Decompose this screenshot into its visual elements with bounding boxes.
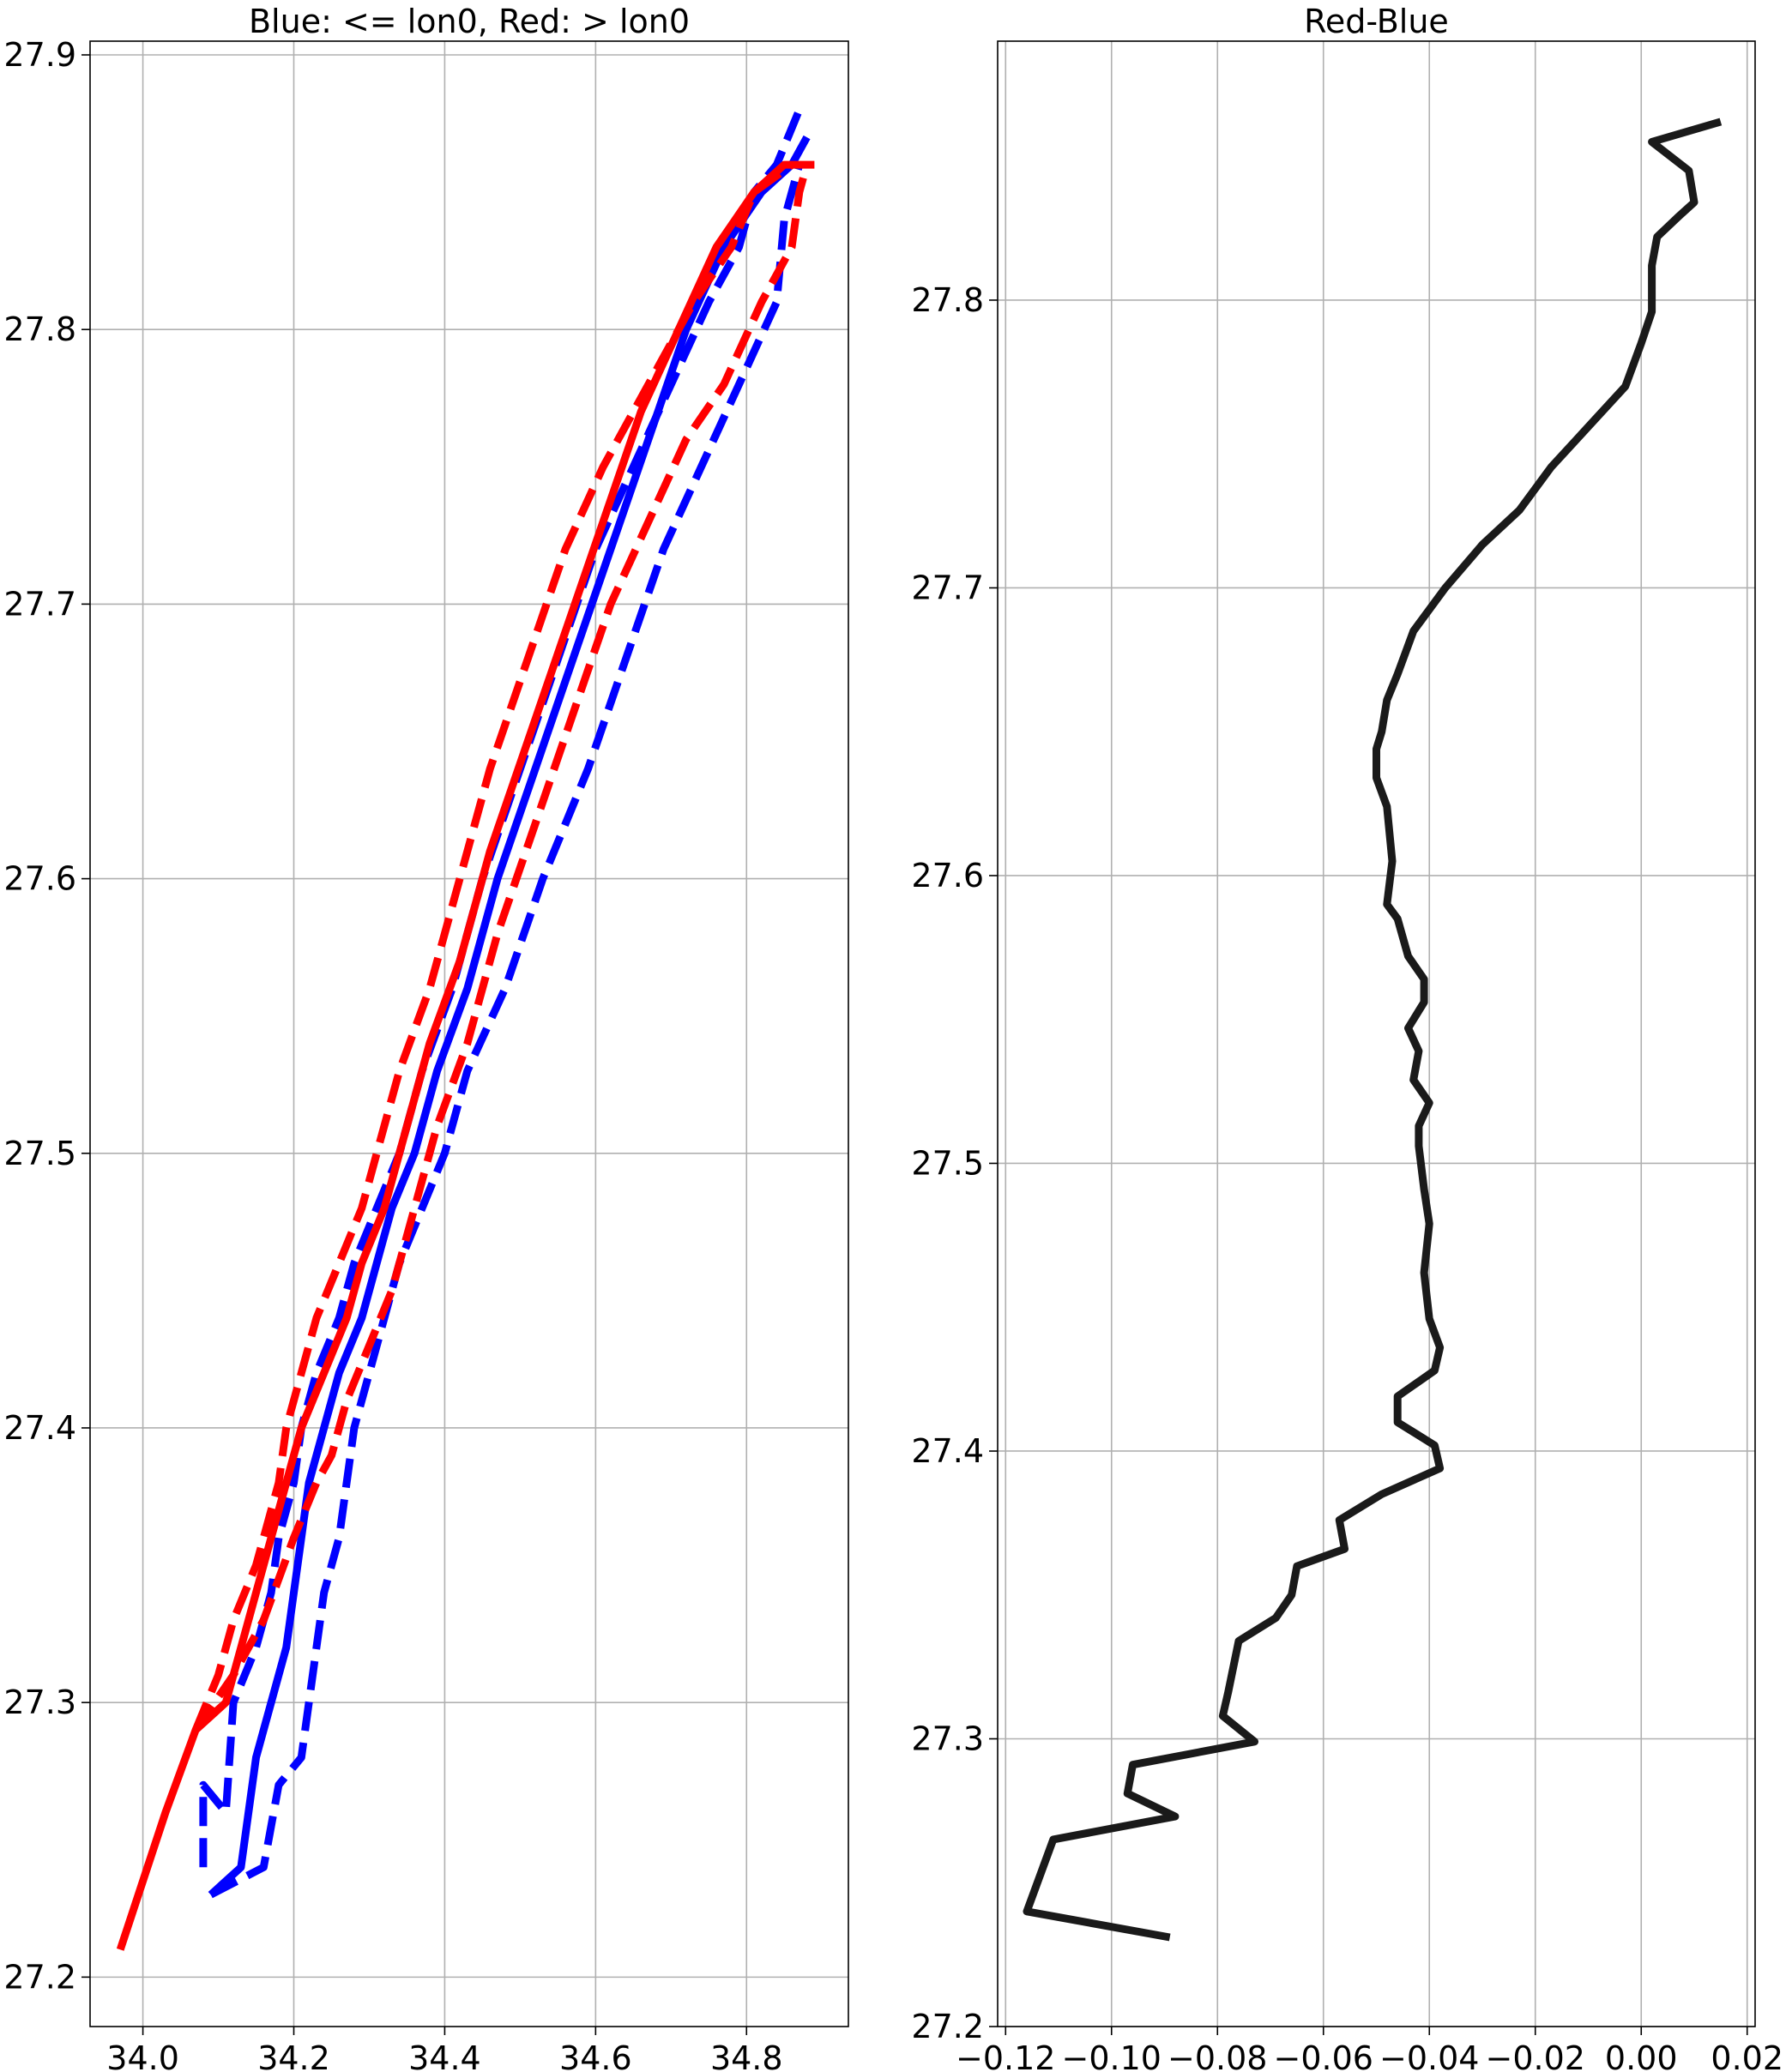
left-x-tick-label: 34.4 bbox=[408, 2039, 481, 2072]
right-tick-group: −0.12 −0.10 −0.08 −0.06 −0.04 −0.02 0.00 0.02 27… bbox=[911, 281, 1783, 2072]
right-x-tick-label: −0.08 bbox=[1168, 2039, 1267, 2072]
right-y-tick-label: 27.2 bbox=[911, 2008, 984, 2045]
right-axes-frame bbox=[997, 40, 1756, 2027]
right-y-tick-label: 27.7 bbox=[911, 569, 984, 606]
right-x-tick-label: −0.04 bbox=[1379, 2039, 1479, 2072]
left-y-tick-label: 27.2 bbox=[3, 1958, 76, 1996]
left-y-tick-label: 27.4 bbox=[3, 1409, 76, 1447]
right-x-tick-label: −0.12 bbox=[956, 2039, 1055, 2072]
left-chart-title: Blue: <= lon0, Red: > lon0 bbox=[249, 3, 690, 40]
left-x-tick-label: 34.2 bbox=[257, 2039, 330, 2072]
right-x-tick-label: 0.00 bbox=[1605, 2039, 1678, 2072]
right-series-line-0 bbox=[1023, 117, 1723, 1942]
left-y-tick-label: 27.3 bbox=[3, 1684, 76, 1721]
left-series-line-0 bbox=[208, 135, 811, 1898]
right-y-tick-label: 27.8 bbox=[911, 281, 984, 319]
right-x-tick-label: −0.10 bbox=[1062, 2039, 1161, 2072]
left-x-tick-label: 34.8 bbox=[710, 2039, 783, 2072]
right-series-group bbox=[1023, 117, 1723, 1942]
left-y-tick-label: 27.9 bbox=[3, 36, 76, 74]
left-y-tick-label: 27.5 bbox=[3, 1135, 76, 1172]
left-tick-group: 34.0 34.2 34.4 34.6 34.8 27.2 27.3 27.4 27.5 27.6… bbox=[3, 36, 782, 2072]
right-x-tick-label: −0.02 bbox=[1486, 2039, 1585, 2072]
left-series-group bbox=[116, 108, 815, 1951]
left-y-tick-label: 27.7 bbox=[3, 585, 76, 623]
left-series-line-4 bbox=[191, 161, 794, 1732]
left-axes-frame bbox=[89, 40, 849, 2027]
left-y-tick-label: 27.6 bbox=[3, 860, 76, 898]
right-y-tick-label: 27.3 bbox=[911, 1720, 984, 1757]
left-x-tick-label: 34.6 bbox=[559, 2039, 632, 2072]
left-x-tick-label: 34.0 bbox=[106, 2039, 179, 2072]
right-y-tick-label: 27.6 bbox=[911, 857, 984, 894]
right-grid bbox=[998, 41, 1755, 2027]
left-y-tick-label: 27.8 bbox=[3, 310, 76, 348]
right-x-tick-label: 0.02 bbox=[1711, 2039, 1783, 2072]
right-y-tick-label: 27.5 bbox=[911, 1144, 984, 1182]
left-series-line-5 bbox=[192, 163, 811, 1732]
right-panel: −0.12 −0.10 −0.08 −0.06 −0.04 −0.02 0.00 0.02 27… bbox=[911, 3, 1783, 2072]
right-chart-title: Red-Blue bbox=[1304, 3, 1449, 40]
right-y-tick-label: 27.4 bbox=[911, 1432, 984, 1470]
left-panel: 34.0 34.2 34.4 34.6 34.8 27.2 27.3 27.4 27.5 27.6… bbox=[3, 3, 849, 2072]
left-grid bbox=[90, 41, 848, 2027]
right-x-tick-label: −0.06 bbox=[1274, 2039, 1373, 2072]
